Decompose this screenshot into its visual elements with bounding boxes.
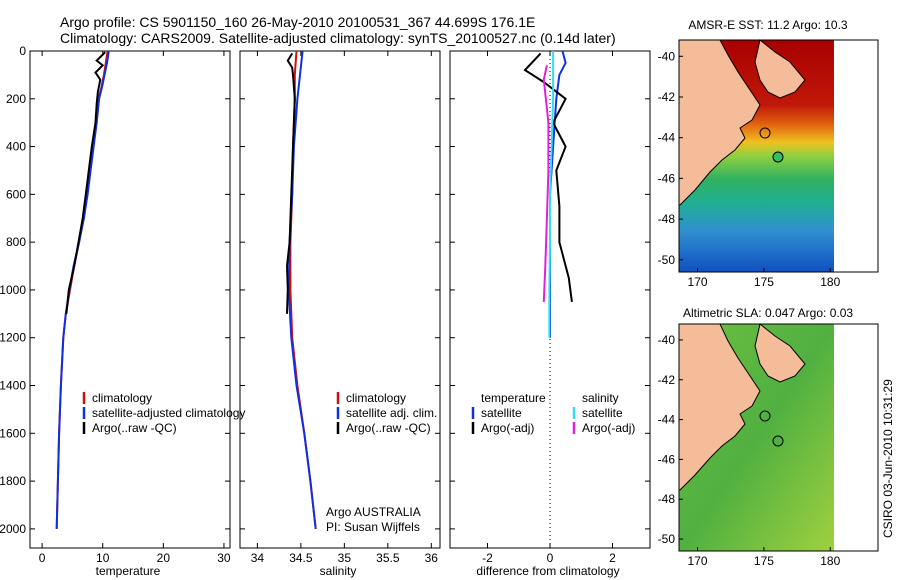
sst-map-title: AMSR-E SST: 11.2 Argo: 10.3 (688, 18, 848, 32)
lat-tick-label: -42 (658, 90, 676, 104)
x-tick-label: 35 (338, 551, 352, 565)
sst-argo-marker-prev (759, 127, 771, 139)
lat-tick-label: -50 (658, 532, 676, 546)
lat-tick-label: -50 (658, 253, 676, 267)
sla-map-frame (678, 323, 879, 552)
sla-map-title: Altimetric SLA: 0.047 Argo: 0.03 (683, 306, 853, 320)
lat-tick-label: -48 (658, 212, 676, 226)
legend-temp-satellite: satellite (481, 406, 522, 420)
sla-map-axes: -40 -42 -44 -46 -48 -50 170 175 180 (658, 333, 841, 568)
sst-land-mask-east (834, 40, 878, 272)
x-tick-label: 36 (425, 551, 439, 565)
x-tick-label: -2 (482, 551, 493, 565)
credit-stamp: CSIRO 03-Jun-2010 10:31:29 (881, 379, 895, 538)
x-tick-label: 20 (157, 551, 171, 565)
plot-frame (239, 50, 441, 549)
lat-tick-label: -44 (658, 413, 676, 427)
salinity-xlabel: salinity (320, 564, 357, 578)
series-line (55, 50, 110, 529)
y-tick-label: 1600 (0, 426, 26, 440)
salinity-legend: climatology satellite adj. clim. Argo(..… (336, 391, 437, 435)
y-tick-label: 1400 (0, 379, 26, 393)
sla-north-island (754, 323, 806, 383)
y-tick-label: 800 (6, 235, 26, 249)
legend-satellite-adj: satellite adj. clim. (346, 406, 437, 420)
x-tick-label: 30 (217, 551, 231, 565)
y-tick-label: 1800 (0, 474, 26, 488)
legend-argo: Argo(..raw -QC) (346, 421, 431, 435)
sst-map-axes: -40 -42 -44 -46 -48 -50 170 175 180 (658, 49, 841, 289)
series-line (542, 65, 550, 302)
legend-sal-satellite: satellite (582, 406, 623, 420)
series-line (548, 51, 555, 338)
series-line (55, 50, 109, 529)
temperature-profile-panel: 0 10 20 30 0 200 400 600 800 1000 1200 1400 1600 1800… (0, 44, 231, 565)
series-line (285, 52, 296, 314)
lat-tick-label: -40 (658, 333, 676, 347)
lat-tick-label: -46 (658, 171, 676, 185)
lon-tick-label: 175 (754, 275, 774, 289)
lat-tick-label: -46 (658, 452, 676, 466)
sla-map (678, 323, 879, 552)
sst-argo-marker (772, 151, 784, 163)
x-tick-label: 0 (39, 551, 46, 565)
sla-argo-marker-prev (759, 410, 771, 422)
float-pi-annotation: PI: Susan Wijffels (326, 520, 420, 534)
lat-tick-label: -48 (658, 492, 676, 506)
difference-legend: temperature satellite Argo(-adj) salinit… (471, 391, 635, 435)
series-line (523, 52, 573, 303)
sst-north-island (754, 39, 806, 99)
y-tick-label: 1000 (0, 283, 26, 297)
legend-temp-argo: Argo(-adj) (481, 421, 534, 435)
lon-tick-label: 180 (820, 554, 840, 568)
x-tick-label: 2 (609, 551, 616, 565)
y-tick-label: 0 (19, 44, 26, 58)
figure-title-line2: Climatology: CARS2009. Satellite-adjuste… (60, 30, 616, 46)
difference-profile-panel: -2 0 2 (449, 50, 651, 565)
x-tick-label: 0 (547, 551, 554, 565)
plot-frame (29, 50, 231, 549)
lon-tick-label: 175 (754, 554, 774, 568)
lat-tick-label: -42 (658, 373, 676, 387)
lat-tick-label: -40 (658, 49, 676, 63)
difference-xlabel: difference from climatology (476, 564, 619, 578)
figure-title-line1: Argo profile: CS 5901150_160 26-May-2010… (60, 14, 535, 30)
y-tick-label: 600 (6, 187, 26, 201)
legend-satellite-adjusted: satellite-adjusted climatology (92, 406, 245, 420)
temperature-xlabel: temperature (96, 564, 161, 578)
legend-sal-argo: Argo(-adj) (582, 421, 635, 435)
sla-land-mask-east (834, 324, 878, 551)
y-tick-label: 1200 (0, 331, 26, 345)
y-tick-label: 2000 (0, 522, 26, 536)
legend-salinity-heading: salinity (582, 391, 619, 405)
legend-climatology: climatology (92, 391, 152, 405)
y-tick-label: 200 (6, 92, 26, 106)
sla-argo-marker (772, 435, 784, 447)
legend-climatology: climatology (346, 391, 406, 405)
x-tick-label: 34 (251, 551, 265, 565)
y-tick-label: 400 (6, 140, 26, 154)
temperature-legend: climatology satellite-adjusted climatolo… (82, 391, 245, 435)
series-line (65, 51, 106, 314)
lat-tick-label: -44 (658, 131, 676, 145)
legend-argo: Argo(..raw -QC) (92, 421, 177, 435)
x-tick-label: 10 (96, 551, 110, 565)
series-line (287, 50, 317, 530)
lon-tick-label: 170 (688, 275, 708, 289)
sst-map (678, 39, 879, 273)
x-tick-label: 34.5 (289, 551, 313, 565)
float-owner-annotation: Argo AUSTRALIA (326, 505, 421, 519)
sst-map-frame (678, 39, 879, 273)
salinity-profile-panel: 34 34.5 35 35.5 36 (239, 50, 441, 565)
lon-tick-label: 180 (820, 275, 840, 289)
lon-tick-label: 170 (688, 554, 708, 568)
x-tick-label: 35.5 (376, 551, 400, 565)
legend-temperature-heading: temperature (481, 391, 546, 405)
